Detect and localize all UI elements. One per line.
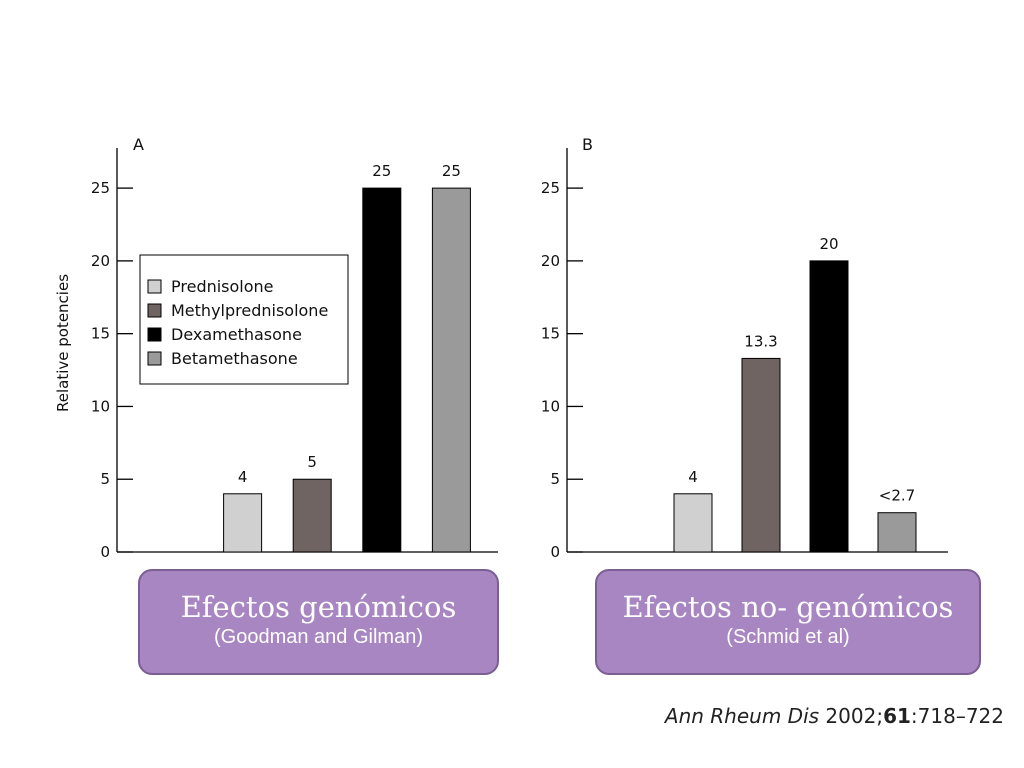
callout-genomic-title: Efectos genómicos — [180, 590, 457, 624]
y-tick-label: 15 — [91, 325, 110, 343]
y-tick-label: 0 — [550, 543, 560, 561]
citation-year: 2002; — [825, 704, 884, 728]
legend-swatch — [147, 351, 162, 366]
callout-nongenomic-source: (Schmid et al) — [597, 625, 979, 649]
bar-value-label: 5 — [307, 453, 317, 471]
legend-box — [139, 254, 349, 385]
y-axis-label: Relative potencies — [54, 274, 72, 412]
bar-value-label: 4 — [238, 468, 248, 486]
y-tick-label: 20 — [91, 252, 110, 270]
y-tick-label: 20 — [541, 252, 560, 270]
legend-entry-label: Betamethasone — [171, 349, 298, 368]
callout-genomic-source-paren: ( — [214, 626, 221, 648]
bar-betamethasone — [877, 512, 917, 553]
callout-nongenomic-title: Efectos no- genómicos — [622, 590, 954, 624]
bar-value-label: <2.7 — [879, 487, 915, 505]
bar-methylprednisolone — [741, 357, 781, 553]
legend-swatch — [147, 327, 162, 342]
y-tick-label: 25 — [91, 179, 110, 197]
callout-nongenomic-source-text: Schmid et al) — [732, 626, 850, 648]
y-tick-label: 15 — [541, 325, 560, 343]
y-tick-label: 10 — [91, 397, 110, 415]
callout-genomic-source: (Goodman and Gilman) — [140, 625, 497, 649]
citation-volume: 61 — [883, 704, 911, 728]
legend-swatch — [147, 303, 162, 318]
citation: Ann Rheum Dis 2002;61:718–722 — [665, 704, 1004, 728]
panel-letter: B — [582, 135, 593, 154]
legend-entry-label: Methylprednisolone — [171, 301, 328, 320]
bar-value-label: 25 — [372, 162, 391, 180]
legend-swatch — [147, 279, 162, 294]
chart-panel-b: 0 5 10 15 20 25 B 4 13.3 20 <2.7 — [541, 135, 948, 561]
bar-value-label: 4 — [688, 468, 698, 486]
bar-dexamethasone — [362, 187, 402, 553]
callout-nongenomic-effects: Efectos no- genómicos (Schmid et al) — [595, 569, 981, 675]
bar-dexamethasone — [809, 260, 849, 553]
callout-genomic-effects: Efectos genómicos (Goodman and Gilman) — [138, 569, 499, 675]
y-tick-label: 0 — [100, 543, 110, 561]
bar-prednisolone — [673, 493, 713, 553]
bar-betamethasone — [431, 187, 471, 553]
citation-journal: Ann Rheum Dis — [664, 704, 820, 728]
panel-letter: A — [133, 135, 144, 154]
callout-nongenomic-source-paren: ( — [726, 626, 733, 648]
y-tick-label: 5 — [550, 470, 560, 488]
callout-genomic-source-text: Goodman and Gilman) — [220, 626, 423, 648]
legend-entry-label: Prednisolone — [171, 277, 274, 296]
bar-value-label: 13.3 — [744, 332, 777, 350]
citation-pages: :718–722 — [910, 704, 1004, 728]
chart-panel-a: 0 5 10 15 20 25 A Relative potencies 4 5 25 25 — [54, 135, 498, 561]
y-tick-label: 5 — [100, 470, 110, 488]
y-tick-label: 25 — [541, 179, 560, 197]
y-tick-label: 10 — [541, 397, 560, 415]
bar-value-label: 25 — [442, 162, 461, 180]
bar-methylprednisolone — [292, 478, 332, 553]
legend: Prednisolone Methylprednisolone Dexamethas… — [139, 254, 349, 385]
bar-prednisolone — [223, 493, 263, 553]
bar-value-label: 20 — [819, 235, 838, 253]
legend-entry-label: Dexamethasone — [171, 325, 302, 344]
